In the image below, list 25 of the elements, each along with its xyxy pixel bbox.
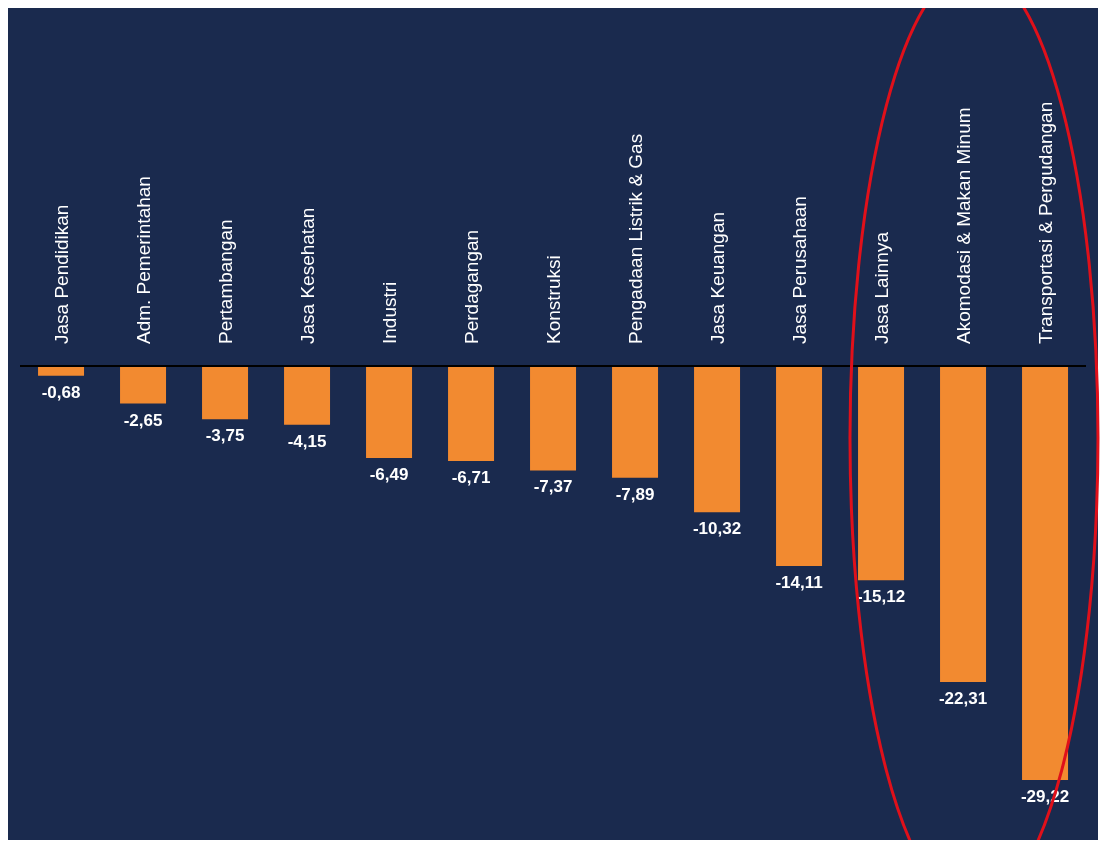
- data-label: -4,15: [287, 431, 327, 451]
- x-tick-label: Pertambangan: [215, 219, 236, 344]
- x-tick-label: Jasa Keuangan: [707, 211, 728, 344]
- x-tick-label: Jasa Perusahaan: [789, 196, 810, 344]
- data-label: -0,68: [41, 382, 81, 402]
- x-tick-label: Pengadaan Listrik & Gas: [625, 133, 646, 344]
- x-tick-label: Konstruksi: [543, 255, 564, 344]
- x-tick-label: Jasa Pendidikan: [51, 204, 72, 344]
- data-label: -15,12: [856, 587, 906, 607]
- data-label: -3,75: [205, 426, 245, 446]
- x-tick-label: Industri: [379, 281, 400, 344]
- data-label: -2,65: [123, 410, 163, 430]
- data-label: -6,49: [369, 464, 409, 484]
- x-tick-label: Jasa Kesehatan: [297, 207, 318, 344]
- data-label: -14,11: [775, 572, 823, 592]
- data-label: -6,71: [451, 468, 491, 488]
- data-label: -7,89: [615, 484, 655, 504]
- x-tick-label: Transportasi & Pergudangan: [1035, 101, 1056, 344]
- data-label: -7,37: [533, 477, 573, 497]
- data-label: -10,32: [692, 519, 742, 539]
- x-tick-label: Perdagangan: [461, 229, 482, 344]
- x-tick-label: Jasa Lainnya: [871, 231, 892, 344]
- data-label: -22,31: [938, 689, 988, 709]
- x-tick-label: Adm. Pemerintahan: [133, 176, 154, 344]
- x-tick-label: Akomodasi & Makan Minum: [953, 107, 974, 344]
